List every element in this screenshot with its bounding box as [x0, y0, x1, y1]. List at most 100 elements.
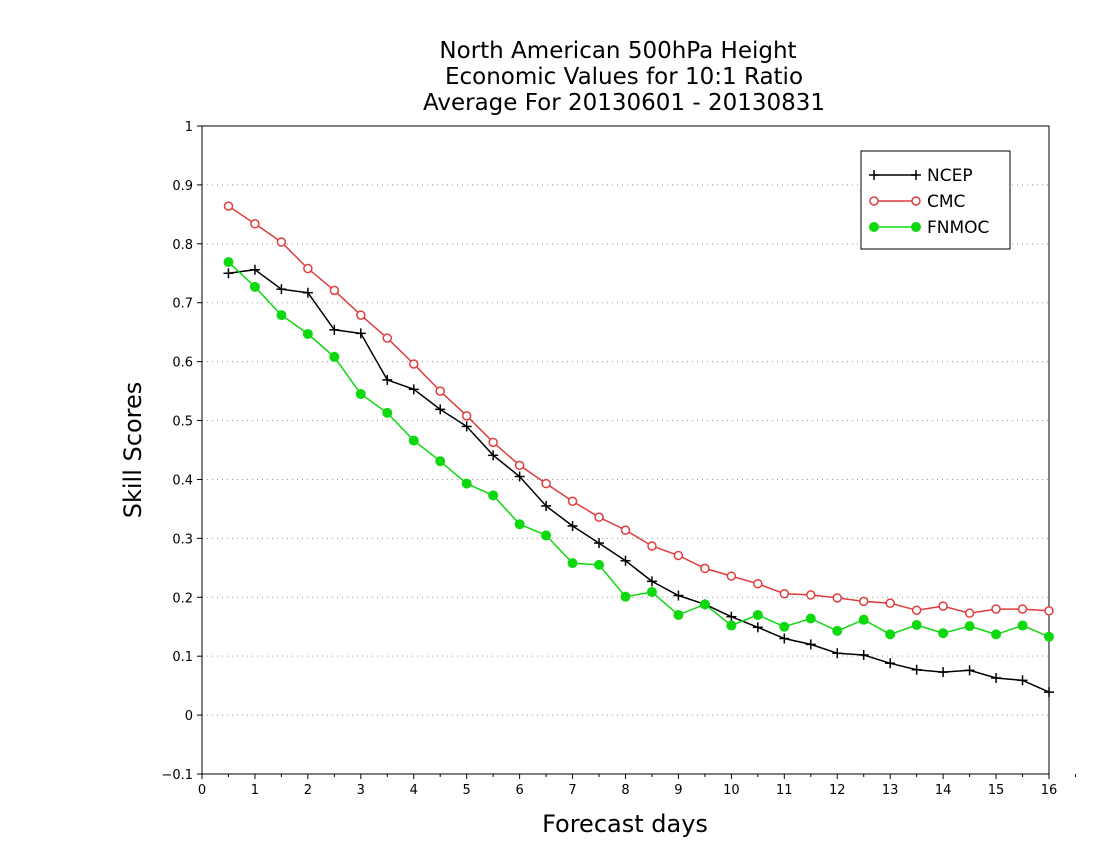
- x-tick-label: 7: [568, 783, 576, 798]
- y-tick-label: 0.6: [172, 356, 193, 371]
- ncep-point: [1044, 687, 1054, 698]
- y-tick-label: 0.5: [172, 415, 193, 430]
- legend-item-ncep: NCEP: [869, 166, 973, 186]
- fnmoc-point: [488, 490, 499, 501]
- series-line-cmc: [228, 205, 1050, 614]
- ncep-point: [991, 672, 1002, 683]
- ncep-point: [249, 264, 260, 275]
- ncep-point: [779, 633, 790, 644]
- x-tick-label: 0: [198, 783, 206, 798]
- cmc-point: [435, 386, 445, 396]
- fnmoc-point: [329, 351, 340, 362]
- x-tick-label: 3: [357, 783, 365, 798]
- fnmoc-point: [1017, 620, 1028, 631]
- fnmoc-point: [699, 599, 710, 610]
- fnmoc-point: [435, 456, 446, 467]
- fnmoc-point: [408, 435, 419, 446]
- series-line-fnmoc: [227, 261, 1050, 638]
- fnmoc-point: [832, 625, 843, 636]
- cmc-point: [869, 196, 879, 206]
- x-axis-label: Forecast days: [542, 810, 708, 838]
- cmc-point: [409, 359, 419, 369]
- cmc-point: [938, 601, 948, 611]
- legend: NCEP CMC FNMOC: [860, 150, 1011, 250]
- fnmoc-point: [514, 519, 525, 530]
- fnmoc-point: [541, 530, 552, 541]
- fnmoc-point: [620, 591, 631, 602]
- cmc-point: [964, 608, 975, 618]
- y-tick-label: 0.3: [172, 532, 193, 547]
- series-cmc: [223, 201, 1054, 618]
- cmc-point: [753, 578, 763, 589]
- ncep-point: [355, 328, 366, 339]
- cmc-point: [594, 512, 604, 522]
- fnmoc-point: [911, 222, 921, 232]
- legend-label: NCEP: [927, 166, 973, 186]
- y-tick-label: −0.1: [161, 768, 193, 783]
- ncep-point: [673, 590, 684, 601]
- x-tick-label: 16: [1041, 783, 1058, 798]
- x-tick-label: 5: [463, 783, 471, 798]
- x-tick-label: 9: [674, 783, 682, 798]
- ncep-point: [938, 667, 949, 678]
- x-tick-label: 6: [515, 783, 523, 798]
- ncep-point: [594, 538, 605, 549]
- ncep-point: [541, 500, 552, 511]
- y-tick-label: 0.8: [172, 238, 193, 253]
- ncep-point: [869, 170, 879, 180]
- legend-item-cmc: CMC: [869, 192, 965, 212]
- ncep-point: [726, 611, 737, 622]
- ncep-point: [223, 268, 234, 279]
- cmc-point: [647, 541, 657, 551]
- cmc-point: [461, 411, 472, 421]
- cmc-point: [541, 478, 551, 489]
- cmc-point: [488, 437, 498, 448]
- ncep-point: [832, 648, 843, 659]
- cmc-point: [779, 588, 790, 599]
- cmc-point: [911, 196, 921, 206]
- fnmoc-point: [991, 629, 1002, 640]
- cmc-point: [832, 593, 842, 603]
- fnmoc-point: [779, 621, 790, 632]
- x-tick-label: 2: [304, 783, 312, 798]
- ncep-point: [435, 404, 446, 415]
- ncep-point: [329, 324, 340, 335]
- fnmoc-point: [461, 478, 472, 489]
- ncep-point: [964, 665, 975, 676]
- ncep-point: [408, 384, 419, 395]
- x-tick-label: 8: [621, 783, 629, 798]
- fnmoc-point: [382, 407, 393, 418]
- fnmoc-point: [1044, 631, 1054, 642]
- cmc-point: [382, 333, 393, 343]
- fnmoc-point: [355, 389, 366, 400]
- ncep-point: [620, 555, 631, 566]
- cmc-point: [806, 590, 816, 600]
- cmc-point: [700, 563, 710, 574]
- legend-box: [860, 150, 1011, 250]
- fnmoc-point: [964, 621, 975, 632]
- ncep-point: [646, 576, 657, 587]
- ncep-point: [514, 471, 525, 482]
- ncep-point: [885, 658, 896, 669]
- cmc-point: [276, 237, 287, 247]
- chart-title-line-2: Economic Values for 10:1 Ratio: [445, 64, 803, 90]
- fnmoc-point: [223, 257, 234, 268]
- y-tick-label: 0.1: [172, 650, 193, 665]
- fnmoc-point: [594, 559, 605, 570]
- cmc-point: [567, 496, 578, 507]
- chart-title-line-1: North American 500hPa Height: [439, 38, 796, 64]
- ncep-point: [461, 421, 472, 432]
- y-tick-label: 0: [185, 709, 193, 724]
- cmc-point: [1017, 604, 1028, 614]
- x-tick-label: 14: [935, 783, 952, 798]
- fnmoc-point: [752, 609, 763, 620]
- legend-label: CMC: [927, 192, 965, 212]
- cmc-point: [356, 310, 366, 320]
- fnmoc-point: [302, 328, 313, 339]
- fnmoc-point: [805, 613, 816, 624]
- x-tick-label: 15: [988, 783, 1005, 798]
- cmc-point: [329, 285, 340, 296]
- fnmoc-point: [911, 619, 922, 630]
- ncep-point: [752, 622, 763, 633]
